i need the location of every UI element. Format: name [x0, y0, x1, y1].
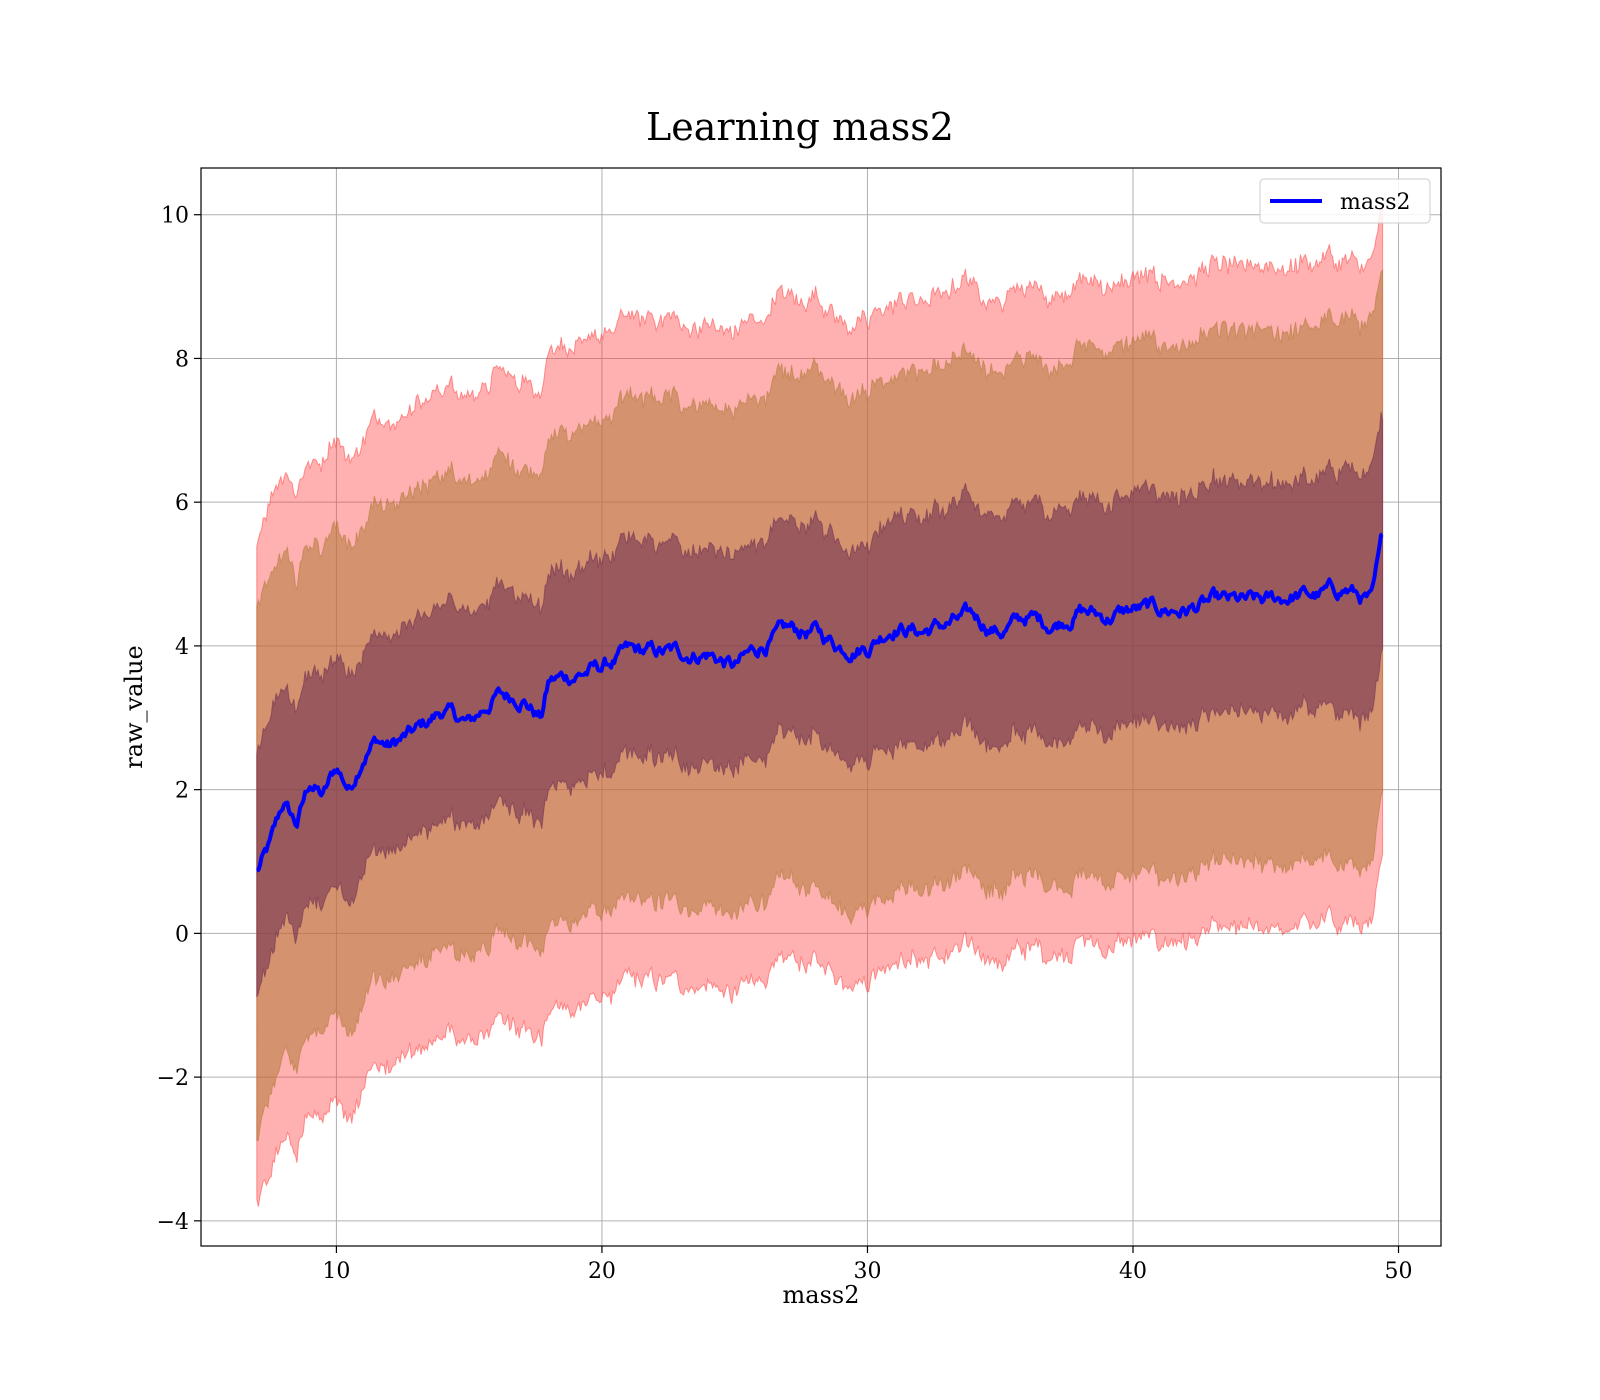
confidence-bands — [256, 206, 1384, 1207]
x-tick-label: 20 — [588, 1259, 616, 1284]
x-axis-label: mass2 — [783, 1281, 860, 1309]
legend: mass2 — [1259, 178, 1431, 224]
series-line-mass2 — [256, 532, 1384, 873]
y-axis-label: raw_value — [120, 645, 148, 769]
band-1-sigma — [256, 411, 1384, 998]
y-tick-label: 6 — [175, 491, 189, 516]
y-tick-label: 8 — [175, 347, 189, 372]
chart-title: Learning mass2 — [646, 105, 954, 149]
y-tick-label: 4 — [175, 635, 189, 660]
y-tick-label: −4 — [157, 1210, 189, 1235]
y-tick-label: 0 — [175, 922, 189, 947]
legend-box — [1259, 178, 1431, 224]
x-tick-label: 10 — [322, 1259, 350, 1284]
y-tick-label: 2 — [175, 779, 189, 804]
y-axis: −4 −2 0 2 4 6 8 10 — [157, 204, 201, 1235]
series-lines — [256, 532, 1384, 873]
y-tick-label: −2 — [157, 1066, 189, 1091]
x-tick-label: 40 — [1119, 1259, 1147, 1284]
legend-label-mass2: mass2 — [1340, 190, 1411, 215]
y-tick-label: 10 — [161, 204, 189, 229]
x-axis: 10 20 30 40 50 — [322, 1246, 1413, 1284]
x-tick-label: 50 — [1385, 1259, 1413, 1284]
x-tick-label: 30 — [853, 1259, 881, 1284]
plot-frame — [200, 167, 1442, 1247]
